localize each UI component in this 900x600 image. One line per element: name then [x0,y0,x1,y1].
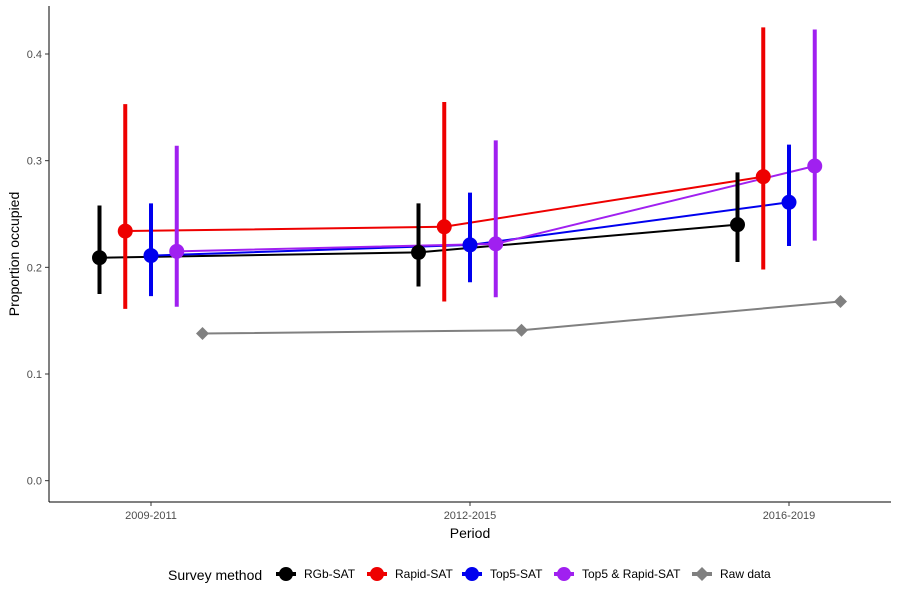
x-tick-label: 2009-2011 [125,510,177,522]
legend-key-marker [557,567,571,581]
y-axis-title: Proportion occupied [6,192,22,317]
data-point [488,236,504,252]
legend-key-marker [695,567,709,581]
data-point [755,169,771,185]
data-point [169,243,185,259]
legend-label: Top5 & Rapid-SAT [582,567,681,581]
axes: 0.0 0.1 0.2 0.3 0.4 2009-2011 2012-2015 2016-20… [27,6,891,522]
x-tick-label: 2016-2019 [763,510,816,522]
data-point [411,244,426,260]
legend-label: RGb-SAT [304,567,356,581]
legend-label: Rapid-SAT [395,567,453,581]
legend: Survey method RGb-SAT Rapid-SAT Top5-SAT To… [168,567,771,583]
data-point [834,294,847,308]
y-tick-label: 0.3 [27,156,42,168]
y-tick-label: 0.1 [27,369,42,381]
data-point [781,194,797,210]
legend-title: Survey method [168,567,262,583]
data-point [92,250,107,266]
legend-key-marker [279,567,293,581]
data-point [730,217,745,233]
y-tick-label: 0.0 [27,476,42,488]
data-point [436,219,452,235]
legend-label: Raw data [720,567,771,581]
data-point [807,158,823,174]
data-point [462,237,478,253]
plot-area [92,27,847,340]
legend-key-marker [465,567,479,581]
data-point [196,326,209,340]
legend-key-marker [370,567,384,581]
y-tick-label: 0.4 [27,49,42,61]
x-axis-title: Period [450,525,490,541]
legend-label: Top5-SAT [490,567,543,581]
x-tick-label: 2012-2015 [444,510,497,522]
data-point [143,248,159,264]
data-point [117,223,133,239]
data-point [515,323,528,337]
y-tick-label: 0.2 [27,262,42,274]
